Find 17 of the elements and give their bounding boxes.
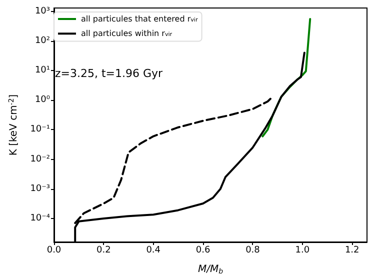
x-tick-label: 0.0 [46, 246, 62, 256]
x-tick-label: 0.4 [146, 246, 161, 256]
x-tick-label: 1.2 [344, 246, 360, 256]
x-tick-label: 0.8 [246, 246, 260, 256]
x-tick-label: 0.2 [96, 246, 111, 256]
y-tick-label: 10⁻¹ [30, 124, 50, 135]
line-series [262, 18, 312, 138]
y-tick-label: 10¹ [34, 66, 50, 76]
y-tick-label: 10³ [34, 6, 50, 16]
x-tick-label: 1.0 [295, 246, 310, 256]
y-tick-label: 10² [34, 36, 50, 46]
y-tick-label: 10⁰ [34, 95, 50, 106]
annotation: z=3.25, t=1.96 Gyr [55, 67, 164, 80]
y-tick-label: 10⁻⁴ [30, 213, 50, 224]
y-tick-label: 10⁻² [30, 154, 50, 164]
x-tick-label: 0.6 [196, 246, 210, 256]
y-tick-label: 10⁻³ [30, 184, 50, 194]
